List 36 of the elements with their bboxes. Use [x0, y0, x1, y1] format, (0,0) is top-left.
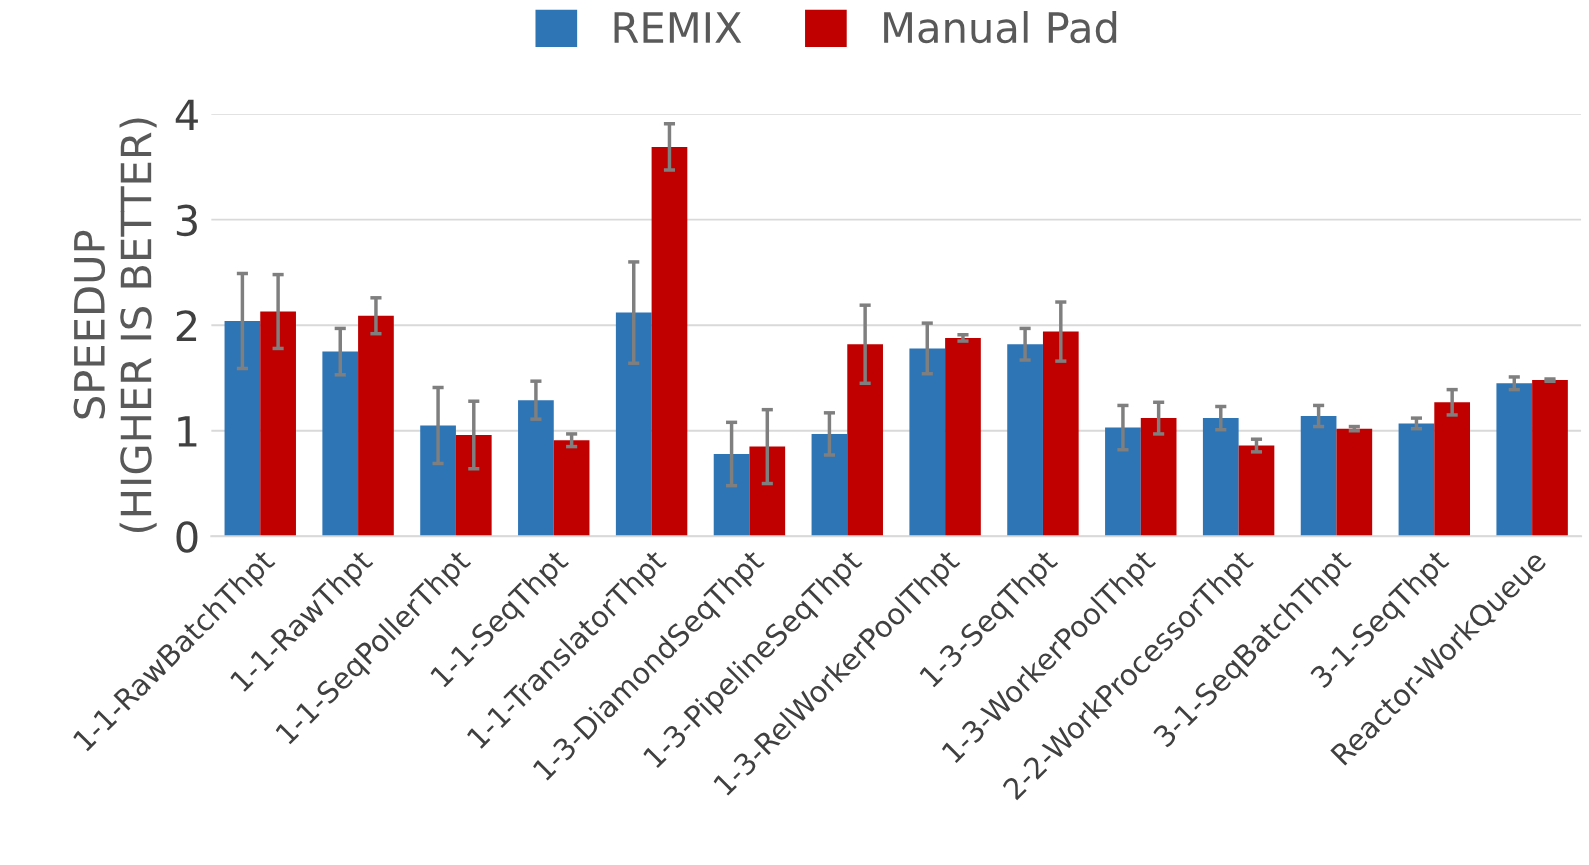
- bar: [1007, 344, 1043, 537]
- legend-label: Manual Pad: [884, 11, 1117, 44]
- y-tick-label: 1: [178, 416, 197, 447]
- bar: [358, 315, 394, 537]
- bar: [1434, 402, 1471, 537]
- bar: [1105, 427, 1141, 537]
- y-tick-label: 0: [176, 521, 198, 553]
- bar: [1238, 445, 1275, 537]
- bar: [518, 400, 554, 537]
- y-tick-label: 3: [176, 204, 197, 237]
- bar: [260, 311, 296, 537]
- bar: [651, 146, 688, 537]
- bar: [847, 344, 883, 537]
- bar: [1496, 383, 1533, 537]
- bar: [615, 312, 652, 537]
- y-tick-label: 4: [175, 99, 198, 131]
- bar: [1042, 331, 1079, 537]
- bar: [1398, 423, 1435, 537]
- bar: [455, 434, 492, 537]
- bar: [1140, 418, 1177, 537]
- bar: [1532, 380, 1568, 537]
- bar: [322, 351, 359, 537]
- bar: [420, 425, 456, 537]
- y-axis-title: SPEEDUP (HIGHER IS BETTER): [73, 118, 157, 532]
- bar: [909, 348, 946, 537]
- bar: [749, 446, 786, 537]
- bar: [224, 321, 261, 537]
- legend-label: REMIX: [614, 12, 742, 43]
- bar: [811, 433, 848, 537]
- bar: [1336, 428, 1373, 537]
- bar: [1300, 416, 1337, 537]
- bar: [945, 337, 981, 537]
- bar: [713, 453, 750, 537]
- bar: [553, 440, 590, 537]
- bar: [1202, 418, 1239, 537]
- y-tick-label: 2: [176, 310, 197, 342]
